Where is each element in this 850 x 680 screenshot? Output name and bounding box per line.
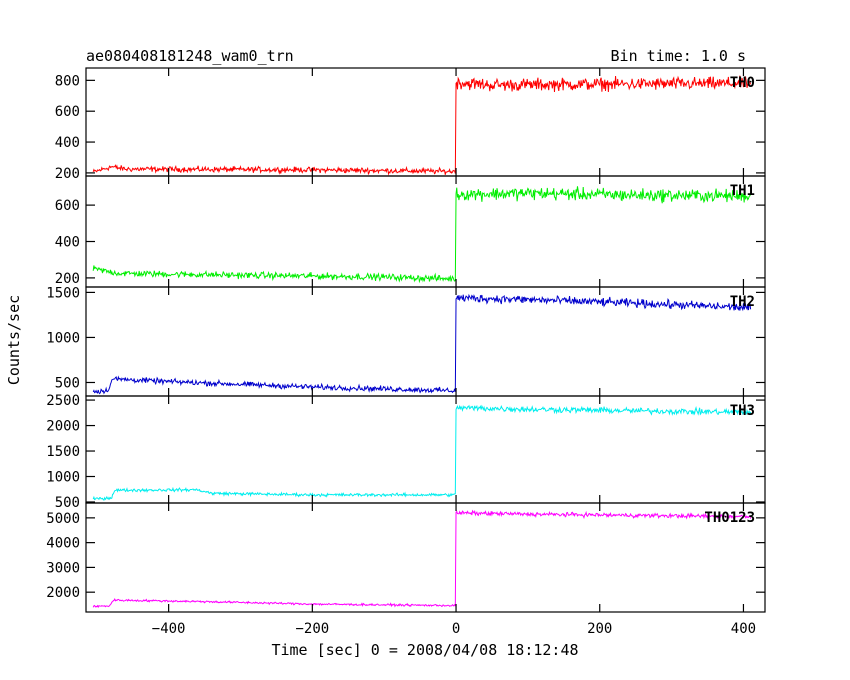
chart-title-right: Bin time: 1.0 s <box>611 47 746 65</box>
y-tick-label-th1: 200 <box>55 271 80 287</box>
x-axis-label: Time [sec] 0 = 2008/04/08 18:12:48 <box>271 641 578 659</box>
series-line-th0 <box>92 75 752 176</box>
y-tick-label-th2: 1000 <box>46 330 80 346</box>
panel-label-th0: TH0 <box>730 75 755 91</box>
x-tick-label: 0 <box>452 621 460 637</box>
y-tick-label-th3: 500 <box>55 495 80 511</box>
y-tick-label-th2: 500 <box>55 375 80 391</box>
x-tick-label: −200 <box>295 621 329 637</box>
chart-title-left: ae080408181248_wam0_trn <box>86 47 294 65</box>
y-tick-label-th2: 1500 <box>46 285 80 301</box>
y-tick-label-th1: 600 <box>55 198 80 214</box>
y-tick-label-th0: 200 <box>55 166 80 182</box>
y-tick-label-th1: 400 <box>55 235 80 251</box>
y-tick-label-th3: 1000 <box>46 470 80 486</box>
panel-label-th0123: TH0123 <box>704 510 755 526</box>
y-tick-label-th3: 1500 <box>46 444 80 460</box>
y-tick-label-th0: 600 <box>55 104 80 120</box>
y-tick-label-th3: 2000 <box>46 419 80 435</box>
y-tick-label-th0123: 5000 <box>46 511 80 527</box>
series-line-th3 <box>92 404 752 501</box>
x-tick-label: 200 <box>587 621 612 637</box>
y-tick-label-th0123: 4000 <box>46 536 80 552</box>
y-tick-label-th3: 2500 <box>46 393 80 409</box>
y-tick-label-th0123: 2000 <box>46 585 80 601</box>
y-tick-label-th0123: 3000 <box>46 560 80 576</box>
y-tick-label-th0: 400 <box>55 135 80 151</box>
series-line-th2 <box>92 293 752 395</box>
series-line-th0123 <box>92 509 752 609</box>
y-tick-label-th0: 800 <box>55 73 80 89</box>
series-line-th1 <box>92 186 751 284</box>
panel-label-th3: TH3 <box>730 403 755 419</box>
panel-label-th1: TH1 <box>730 183 755 199</box>
panel-frame-th0123 <box>85 502 766 613</box>
y-axis-label: Counts/sec <box>5 295 23 385</box>
panel-label-th2: TH2 <box>730 294 755 310</box>
x-tick-label: 400 <box>731 621 756 637</box>
panels-group: 200 400 600 800 TH0 200 400 600 TH1 500 1000 1500 TH… <box>46 67 766 637</box>
x-tick-label: −400 <box>152 621 186 637</box>
